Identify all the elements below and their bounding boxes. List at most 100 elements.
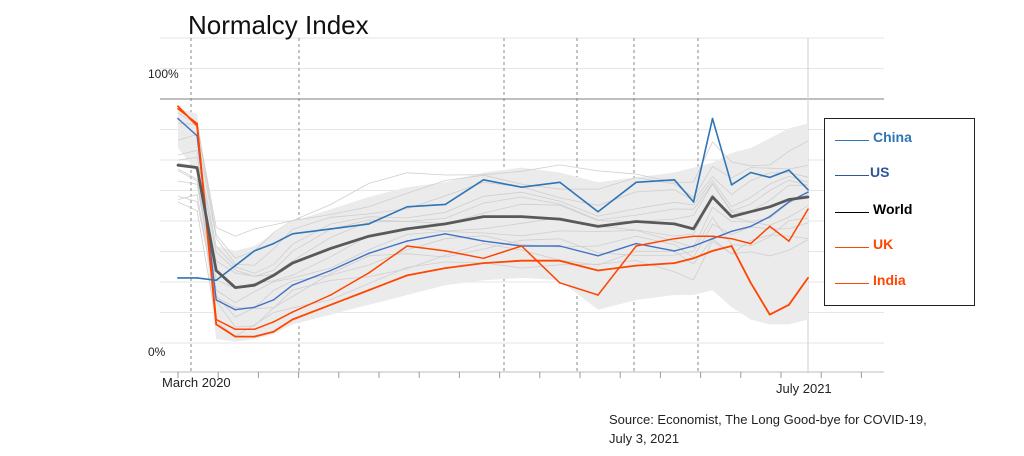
data-point-india xyxy=(329,304,332,306)
data-point-us xyxy=(597,255,599,257)
data-point-us xyxy=(692,245,695,247)
data-point-us xyxy=(177,117,179,120)
data-point-china xyxy=(253,250,256,252)
other-country-line xyxy=(177,133,809,266)
data-point-india xyxy=(368,289,370,291)
data-point-india xyxy=(215,323,217,326)
other-country-line xyxy=(177,156,809,277)
data-point-uk xyxy=(559,282,561,284)
source-line-1: Source: Economist, The Long Good-bye for… xyxy=(609,412,927,427)
data-point-india xyxy=(635,264,637,267)
data-point-us xyxy=(234,308,237,311)
data-point-world xyxy=(329,247,332,250)
data-point-us xyxy=(807,191,809,193)
data-point-china xyxy=(635,181,637,184)
data-point-uk xyxy=(444,250,447,252)
legend-item-world: World xyxy=(835,195,912,217)
data-point-world xyxy=(520,215,523,218)
data-point-world xyxy=(692,228,695,230)
data-point-china xyxy=(196,277,198,279)
data-point-us xyxy=(253,306,256,309)
data-point-uk xyxy=(482,257,485,260)
data-point-uk xyxy=(329,294,332,296)
data-point-us xyxy=(329,269,332,272)
other-country-line xyxy=(177,123,809,259)
data-point-world xyxy=(635,220,637,223)
data-point-uk xyxy=(635,245,637,247)
data-point-uk xyxy=(291,311,294,313)
data-point-china xyxy=(444,203,447,206)
y-tick-label-100: 100% xyxy=(148,67,179,81)
data-point-uk xyxy=(368,272,370,274)
data-point-us xyxy=(730,230,733,233)
data-point-china xyxy=(368,223,370,225)
data-point-india xyxy=(177,105,179,108)
data-point-us xyxy=(711,237,714,240)
other-country-line xyxy=(177,149,809,274)
data-point-uk xyxy=(597,294,599,296)
data-point-world xyxy=(730,215,733,218)
data-point-india xyxy=(788,304,790,306)
source-line-2: July 3, 2021 xyxy=(609,431,680,446)
data-point-india xyxy=(272,331,275,333)
data-point-world xyxy=(482,215,485,218)
data-point-uk xyxy=(807,208,809,211)
data-point-india xyxy=(520,259,523,262)
data-point-india xyxy=(673,262,676,264)
data-point-china xyxy=(692,201,695,203)
data-point-world xyxy=(597,225,599,228)
legend-item-uk: UK xyxy=(835,230,893,252)
data-point-india xyxy=(559,259,561,262)
data-point-us xyxy=(482,240,485,242)
other-countries-lines xyxy=(177,112,809,337)
data-point-china xyxy=(329,228,332,230)
data-point-china xyxy=(807,188,809,191)
x-axis xyxy=(160,371,884,378)
data-point-world xyxy=(234,286,237,289)
data-point-uk xyxy=(234,328,237,331)
data-point-world xyxy=(559,218,561,220)
legend-swatch-world xyxy=(835,212,869,213)
data-point-china xyxy=(272,242,275,245)
other-country-line xyxy=(177,168,809,289)
data-point-uk xyxy=(749,242,752,245)
data-point-china xyxy=(673,179,676,181)
data-point-china xyxy=(730,184,733,186)
data-point-china xyxy=(215,279,217,282)
data-point-china xyxy=(769,176,771,179)
series-line-china xyxy=(177,117,809,282)
data-point-china xyxy=(482,179,485,181)
data-point-world xyxy=(177,164,179,166)
data-point-us xyxy=(769,215,771,218)
data-point-uk xyxy=(769,225,771,228)
data-point-us xyxy=(368,252,370,255)
data-point-china xyxy=(788,169,790,171)
data-point-uk xyxy=(520,245,523,247)
data-point-china xyxy=(177,277,179,279)
data-point-uk xyxy=(692,235,695,237)
data-point-us xyxy=(673,250,676,252)
data-point-uk xyxy=(253,328,256,331)
data-point-india xyxy=(253,335,256,338)
data-point-india xyxy=(196,125,198,127)
other-country-line xyxy=(177,170,809,304)
series-line-world xyxy=(176,163,810,289)
data-point-world xyxy=(769,206,771,208)
data-point-china xyxy=(406,206,408,208)
data-point-world xyxy=(368,235,370,237)
data-point-india xyxy=(807,277,809,279)
legend-item-china: China xyxy=(835,123,912,145)
data-point-uk xyxy=(711,235,714,237)
data-point-india xyxy=(444,267,447,269)
other-country-line xyxy=(177,195,809,310)
data-point-world xyxy=(215,269,217,272)
source-note: Source: Economist, The Long Good-bye for… xyxy=(609,410,1009,448)
data-point-india xyxy=(597,269,599,272)
data-point-us xyxy=(444,233,447,235)
data-point-india xyxy=(234,335,237,338)
legend-label-world: World xyxy=(873,201,913,217)
legend-swatch-uk xyxy=(835,247,869,248)
other-country-line xyxy=(177,180,809,318)
data-point-world xyxy=(673,223,676,225)
